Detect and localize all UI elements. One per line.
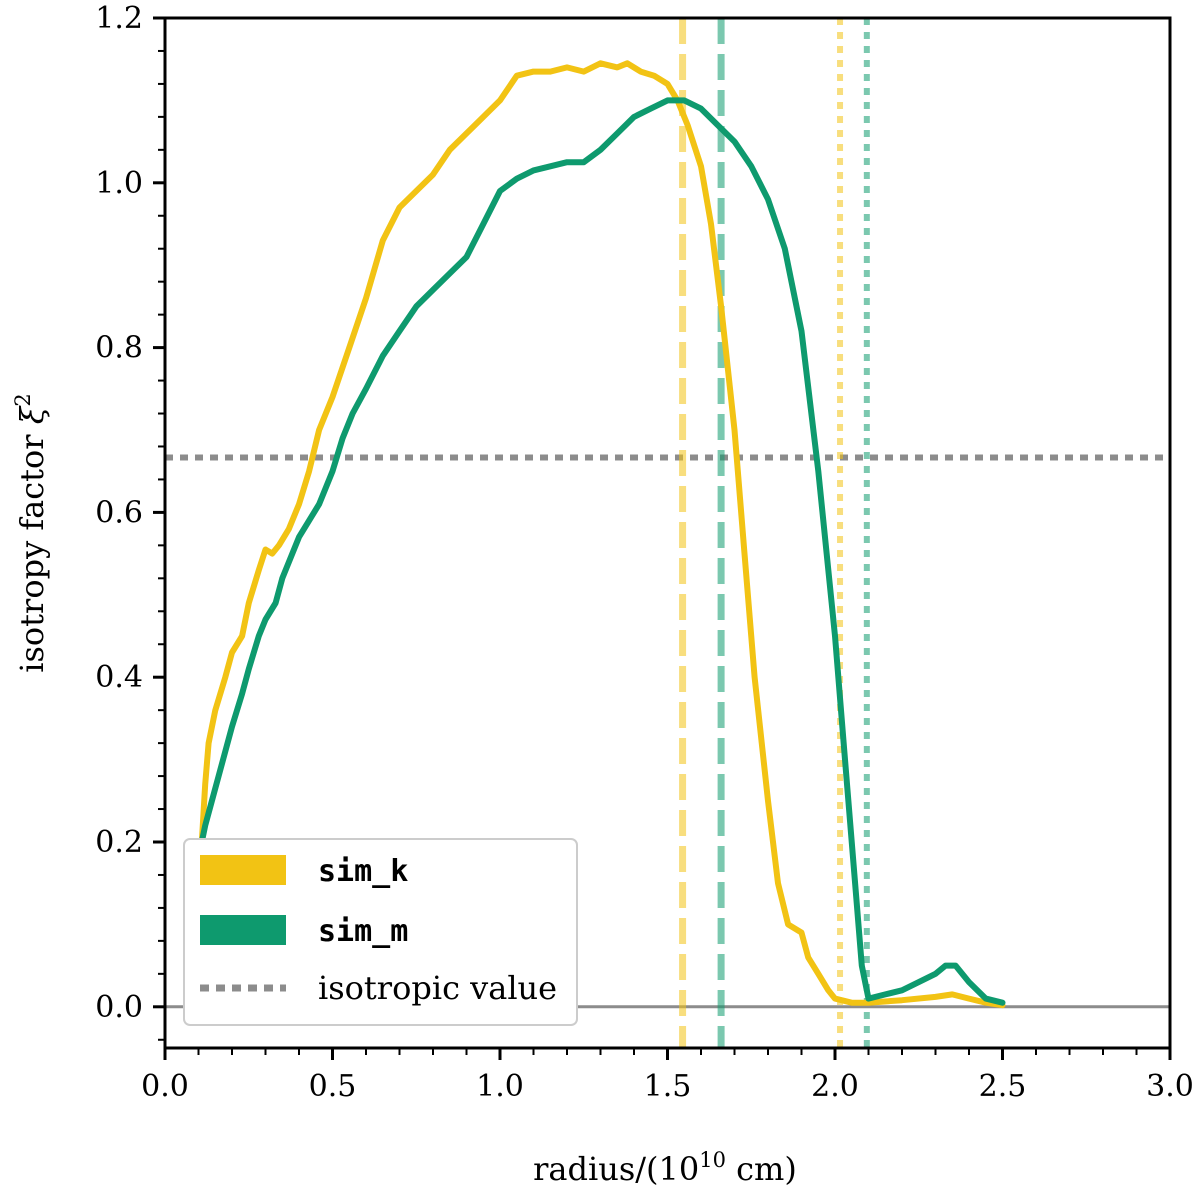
y-tick-label: 0.4	[95, 660, 143, 695]
x-axis-title: radius/(1010 cm)	[533, 1148, 797, 1188]
x-tick-label: 1.0	[476, 1069, 524, 1104]
x-tick-label: 3.0	[1146, 1069, 1194, 1104]
y-tick-label: 1.0	[95, 166, 143, 201]
y-tick-label: 0.2	[95, 825, 143, 860]
y-tick-label: 0.0	[95, 990, 143, 1025]
series-line-sim-k	[198, 60, 1006, 1009]
y-axis-title: isotropy factor ξ2	[11, 393, 51, 673]
x-tick-label: 0.0	[141, 1069, 189, 1104]
legend-label-sim-k: sim_k	[318, 854, 408, 889]
axis-ticks: 0.0 0.5 1.0 1.5 2.0 2.5 3.0 0.0 0.2 0.4 0.6 0.8 1.0 1…	[95, 1, 1194, 1104]
x-tick-label: 0.5	[309, 1069, 357, 1104]
legend-box	[183, 838, 578, 1026]
legend: sim_k sim_m isotropic value	[183, 838, 578, 1026]
x-tick-label: 1.5	[644, 1069, 692, 1104]
y-tick-label: 0.6	[95, 495, 143, 530]
y-tick-label: 1.2	[95, 1, 143, 36]
x-axis-title-unit: cm)	[726, 1150, 797, 1188]
y-axis-title-exponent: 2	[11, 393, 35, 406]
x-axis-title-exponent: 10	[699, 1148, 726, 1172]
x-tick-label: 2.5	[979, 1069, 1027, 1104]
legend-label-sim-m: sim_m	[318, 914, 408, 949]
x-tick-label: 2.0	[811, 1069, 859, 1104]
legend-label-isotropic: isotropic value	[318, 969, 557, 1007]
y-axis-title-symbol: ξ	[13, 405, 51, 424]
series-line-sim-m	[198, 97, 1006, 1006]
plot-content	[165, 18, 1170, 1048]
y-tick-label: 0.8	[95, 331, 143, 366]
